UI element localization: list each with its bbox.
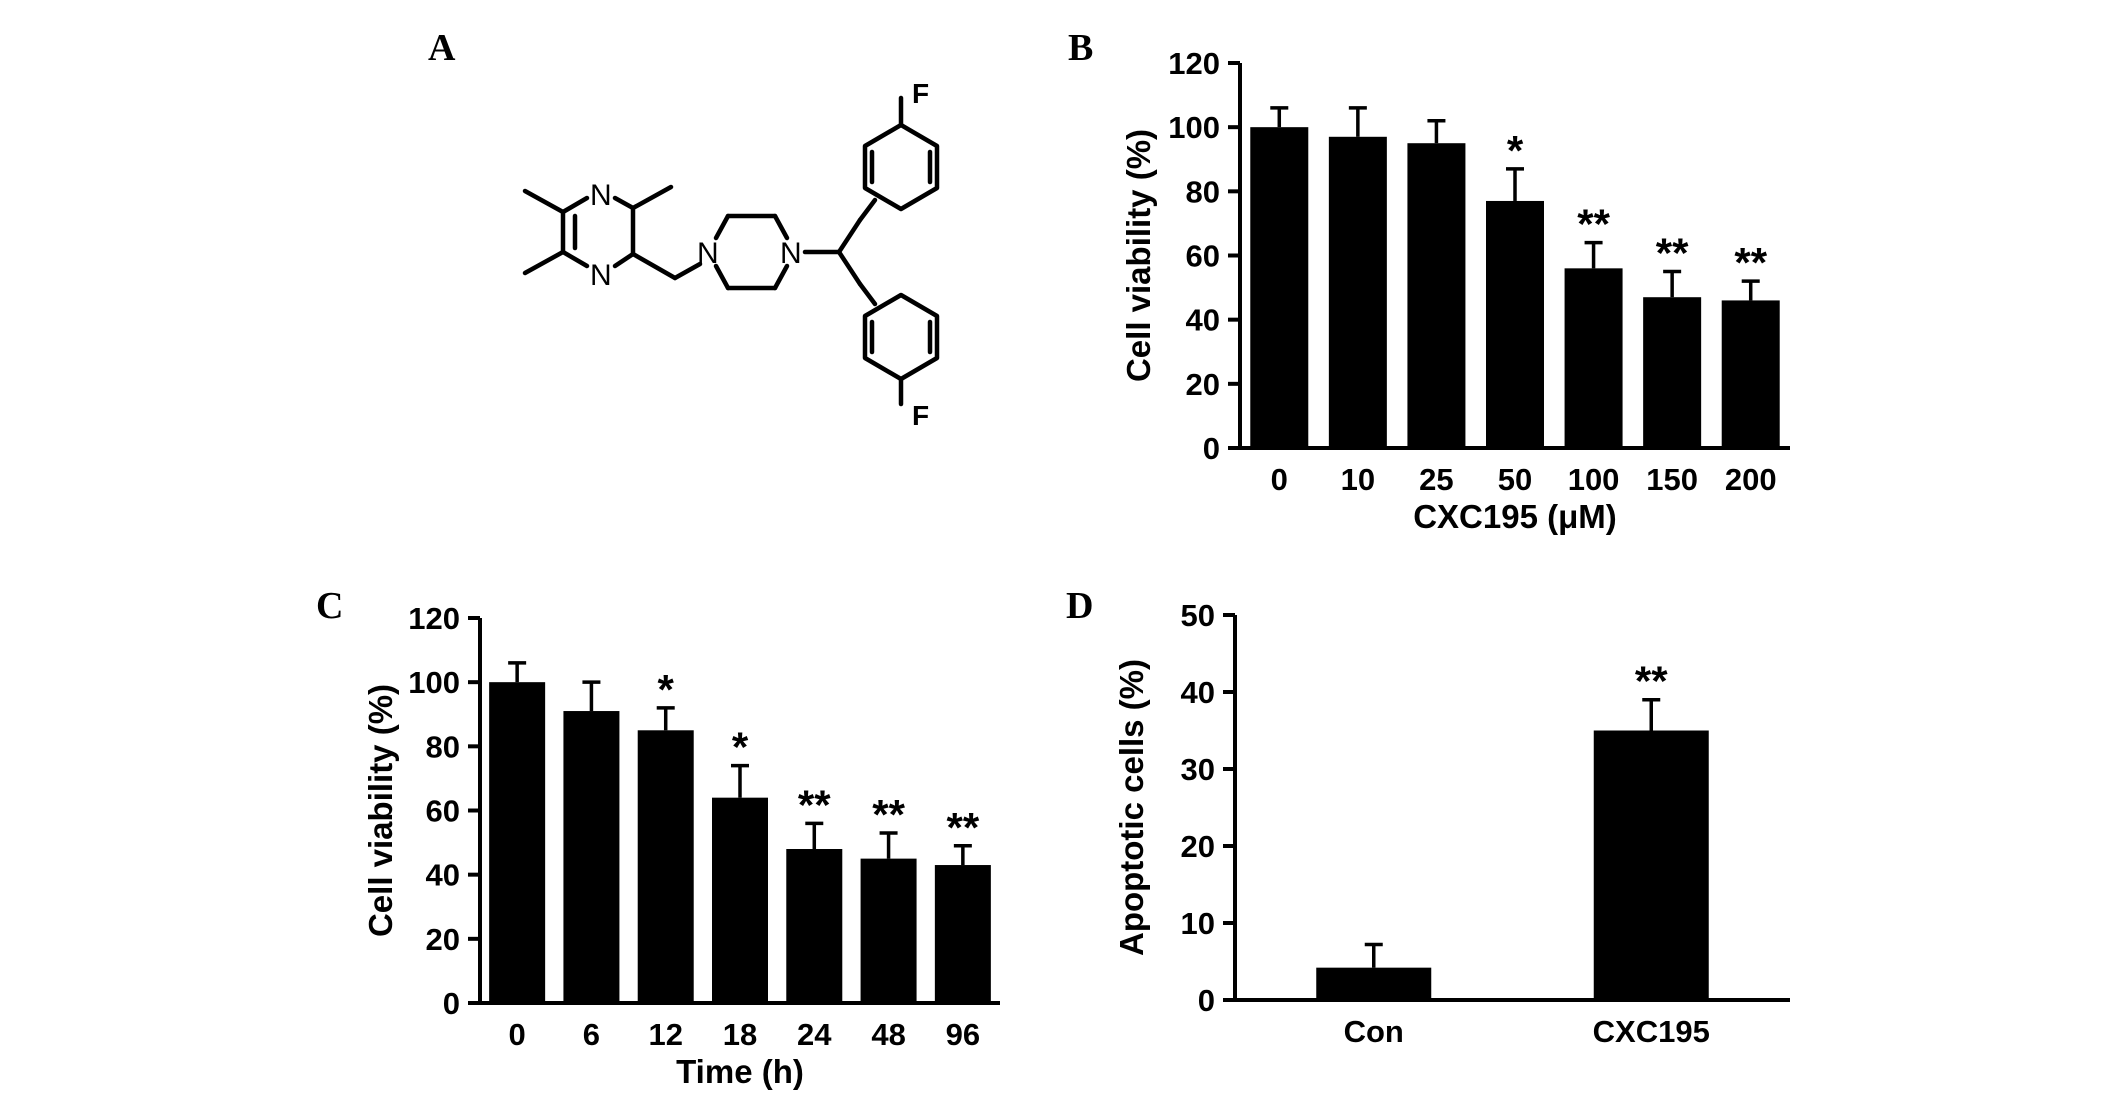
x-tick-label-b: 150 (1646, 462, 1698, 497)
x-tick-label-b: 0 (1271, 462, 1288, 497)
panel-label-d: D (1066, 585, 1093, 627)
x-tick-label-c: 48 (871, 1017, 905, 1052)
atom-n-bottom: N (590, 259, 612, 292)
atom-n-piperazine-left: N (697, 237, 719, 270)
chart-panel-d: 0 10 20 30 40 50 Con ** CXC195 Apoptotic cells (%… (1113, 598, 1790, 1049)
y-tick-label-b: 80 (1186, 174, 1220, 209)
atom-n-piperazine-right: N (780, 237, 802, 270)
x-tick-label-b: 10 (1341, 462, 1375, 497)
y-tick-label-d: 20 (1181, 829, 1215, 864)
y-axis-title-b: Cell viability (%) (1120, 129, 1157, 382)
y-tick-label-c: 20 (426, 922, 460, 957)
x-tick-label-d: CXC195 (1593, 1014, 1710, 1049)
bar-b (1328, 136, 1387, 448)
significance-marker-d: ** (1635, 658, 1668, 705)
significance-marker-c: * (732, 724, 749, 771)
y-tick-label-b: 40 (1186, 303, 1220, 338)
significance-marker-c: * (658, 666, 675, 713)
bar-c (563, 711, 620, 1003)
significance-marker-c: ** (947, 804, 980, 851)
x-tick-label-b: 100 (1568, 462, 1620, 497)
y-tick-label-c: 0 (443, 986, 460, 1021)
x-tick-label-c: 6 (583, 1017, 600, 1052)
y-tick-label-d: 40 (1181, 675, 1215, 710)
bar-c (712, 797, 768, 1003)
x-tick-label-c: 0 (509, 1017, 526, 1052)
structure-bonds (857, 197, 878, 307)
x-tick-label-b: 50 (1498, 462, 1532, 497)
x-tick-label-b: 200 (1725, 462, 1777, 497)
significance-marker-b: ** (1577, 201, 1610, 248)
y-tick-label-d: 50 (1181, 598, 1215, 633)
significance-marker-b: ** (1656, 230, 1689, 277)
y-axis-title-c: Cell viability (%) (362, 684, 399, 937)
chart-panel-b: 0 20 40 60 80 100 120 0 10 25 * 50 ** 100 ** 150 ** 200 CX… (1120, 46, 1790, 535)
chart-panel-c: 0 20 40 60 80 100 120 0 6 * 12 * 18 ** 24 ** 48 ** 96 Time … (362, 601, 1000, 1090)
bar-b (1486, 200, 1544, 448)
x-tick-label-b: 25 (1419, 462, 1453, 497)
y-tick-label-b: 60 (1186, 239, 1220, 274)
y-tick-label-d: 0 (1198, 983, 1215, 1018)
bar-c (786, 849, 843, 1003)
significance-marker-c: ** (798, 781, 831, 828)
x-tick-label-c: 12 (648, 1017, 682, 1052)
x-axis-title-c: Time (h) (676, 1053, 804, 1090)
y-tick-label-c: 120 (408, 601, 460, 636)
significance-marker-c: ** (872, 791, 905, 838)
x-tick-label-c: 24 (797, 1017, 832, 1052)
panel-label-c: C (316, 585, 343, 627)
bar-b (1721, 300, 1780, 448)
y-axis-title-d: Apoptotic cells (%) (1113, 659, 1150, 956)
y-tick-label-b: 120 (1168, 46, 1220, 81)
y-tick-label-d: 30 (1181, 752, 1215, 787)
atom-n-top: N (590, 179, 612, 212)
y-tick-label-c: 60 (426, 794, 460, 829)
y-tick-label-c: 40 (426, 858, 460, 893)
bar-b (1564, 268, 1623, 448)
bar-b (1250, 127, 1309, 449)
atom-f-bottom: F (912, 400, 929, 431)
significance-marker-b: ** (1734, 239, 1767, 286)
y-tick-label-b: 20 (1186, 367, 1220, 402)
bar-b (1643, 297, 1702, 448)
y-tick-label-b: 0 (1203, 431, 1220, 466)
bar-c (489, 682, 546, 1003)
bar-d (1593, 730, 1709, 1000)
x-tick-label-c: 96 (946, 1017, 980, 1052)
bar-c (934, 865, 991, 1003)
y-tick-label-d: 10 (1181, 906, 1215, 941)
bar-c (860, 858, 917, 1003)
x-tick-label-d: Con (1344, 1014, 1404, 1049)
bar-b (1407, 143, 1466, 449)
y-tick-label-b: 100 (1168, 110, 1220, 145)
panel-label-b: B (1068, 27, 1093, 69)
bar-d (1316, 967, 1432, 1000)
x-tick-label-c: 18 (723, 1017, 757, 1052)
y-tick-label-c: 100 (408, 665, 460, 700)
panel-label-a: A (428, 27, 456, 69)
y-tick-label-c: 80 (426, 729, 460, 764)
atom-f-top: F (912, 78, 929, 109)
chemical-structure (522, 95, 940, 407)
x-axis-title-b: CXC195 (μM) (1413, 498, 1617, 535)
bar-c (637, 730, 694, 1003)
significance-marker-b: * (1507, 127, 1524, 174)
